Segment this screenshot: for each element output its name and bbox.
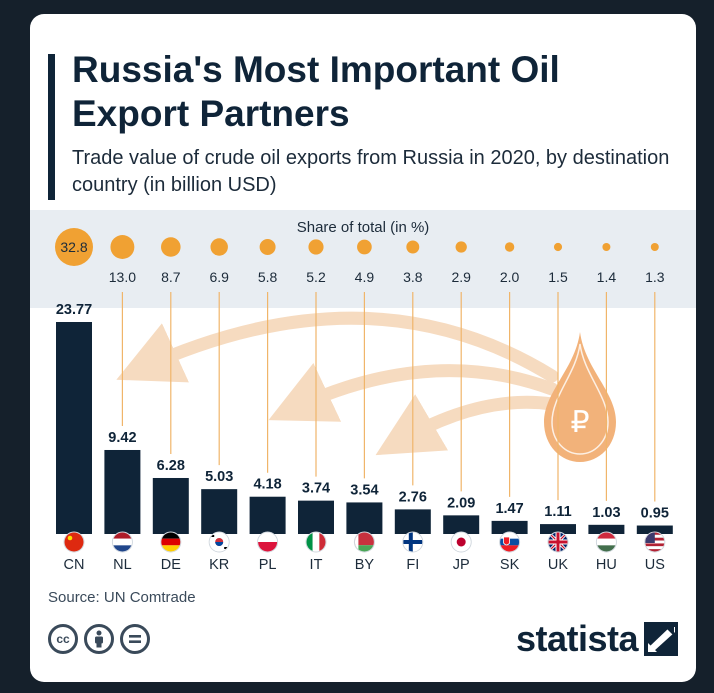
license-icons: cc	[48, 624, 150, 654]
logo-mark-icon	[644, 622, 678, 656]
flag-fi-icon	[402, 531, 424, 553]
value-label-hu: 1.03	[592, 505, 620, 521]
category-label-it: IT	[310, 557, 323, 573]
category-label-nl: NL	[113, 557, 132, 573]
flag-pl-icon	[257, 531, 279, 553]
share-label-by: 4.9	[355, 269, 375, 285]
share-label-hu: 1.4	[597, 269, 617, 285]
value-label-us: 0.95	[641, 506, 669, 522]
bar-nl	[104, 449, 141, 534]
category-label-hu: HU	[596, 557, 617, 573]
attribution-icon	[84, 624, 114, 654]
share-bubble-pl	[259, 239, 276, 255]
oil-drop-icon	[544, 332, 616, 462]
bar-jp	[443, 515, 480, 534]
flag-sk-icon	[499, 531, 521, 553]
bar-hu	[588, 524, 625, 534]
category-label-sk: SK	[500, 557, 520, 573]
source-note: Source: UN Comtrade	[48, 589, 196, 606]
bar-by	[346, 502, 383, 534]
category-label-pl: PL	[259, 557, 277, 573]
share-label-jp: 2.9	[451, 269, 471, 285]
share-label-de: 8.7	[161, 269, 181, 285]
share-label: Share of total (in %)	[296, 219, 430, 236]
category-label-by: BY	[355, 557, 375, 573]
share-bubble-jp	[455, 241, 467, 253]
category-label-us: US	[645, 557, 665, 573]
bar-kr	[201, 489, 238, 534]
flag-it-icon	[305, 531, 327, 553]
flag-by-icon	[353, 531, 375, 553]
flag-cn-icon	[63, 531, 85, 553]
share-bubble-hu	[602, 243, 611, 251]
category-label-uk: UK	[548, 557, 568, 573]
value-label-kr: 5.03	[205, 469, 233, 485]
category-label-kr: KR	[209, 557, 229, 573]
value-label-fi: 2.76	[399, 489, 427, 505]
bar-uk	[540, 524, 576, 534]
share-label-fi: 3.8	[403, 269, 423, 285]
bar-sk	[491, 520, 528, 534]
value-label-de: 6.28	[157, 458, 185, 474]
share-bubble-it	[308, 239, 324, 255]
statista-logo: statista	[516, 618, 678, 660]
share-label-us: 1.3	[645, 269, 665, 285]
flag-de-icon	[160, 531, 182, 553]
share-bubble-by	[357, 239, 372, 255]
flag-hu-icon	[595, 531, 617, 553]
value-label-pl: 4.18	[253, 477, 281, 493]
value-label-jp: 2.09	[447, 495, 475, 511]
share-bubble-fi	[406, 240, 420, 254]
chart-subtitle: Trade value of crude oil exports from Ru…	[72, 147, 670, 196]
share-band	[30, 210, 696, 308]
value-label-it: 3.74	[302, 481, 330, 497]
share-label-sk: 2.0	[500, 269, 520, 285]
bar-pl	[249, 496, 286, 534]
share-label-pl: 5.8	[258, 269, 278, 285]
no-derivatives-icon	[120, 624, 150, 654]
bar-chart: ₽32.8 23.77 CN 13.0 9.42 NL 8.7 6.28 DE 6.9 5.03 KR…	[55, 228, 673, 573]
share-label-nl: 13.0	[109, 269, 136, 285]
share-bubble-sk	[504, 242, 515, 252]
infographic-card: Russia's Most Important Oil Export Partn…	[30, 14, 696, 682]
value-label-nl: 9.42	[108, 430, 136, 446]
share-label-uk: 1.5	[548, 269, 568, 285]
bar-fi	[394, 509, 431, 534]
bar-us	[636, 525, 673, 534]
share-bubble-de	[161, 237, 181, 257]
category-label-cn: CN	[64, 557, 85, 573]
value-label-sk: 1.47	[495, 501, 523, 517]
category-label-de: DE	[161, 557, 181, 573]
category-label-fi: FI	[406, 557, 419, 573]
share-label-kr: 6.9	[209, 269, 229, 285]
ruble-sign-icon: ₽	[570, 406, 589, 439]
bar-cn	[56, 322, 92, 534]
oil-flow-decoration: ₽	[116, 311, 616, 462]
logo-text: statista	[515, 618, 639, 659]
value-label-cn: 23.77	[56, 302, 92, 318]
share-bubble-kr	[210, 238, 228, 256]
value-label-by: 3.54	[350, 482, 378, 498]
flag-nl-icon	[111, 531, 133, 553]
bar-de	[152, 477, 189, 534]
share-label-it: 5.2	[306, 269, 326, 285]
flag-jp-icon	[450, 531, 472, 553]
share-label-cn: 32.8	[60, 239, 87, 255]
flag-us-icon	[644, 531, 666, 553]
chart-title: Russia's Most Important Oil Export Partn…	[72, 49, 560, 134]
flag-kr-icon	[208, 531, 230, 553]
category-label-jp: JP	[453, 557, 470, 573]
title-accent-bar	[48, 54, 55, 200]
flag-uk-icon	[547, 531, 569, 553]
share-bubble-uk	[553, 242, 563, 252]
share-bubble-cn	[55, 228, 93, 266]
value-label-uk: 1.11	[544, 504, 571, 520]
flow-arrow-3	[375, 394, 559, 456]
bar-it	[298, 500, 334, 534]
share-bubble-nl	[110, 235, 135, 259]
cc-icon: cc	[48, 624, 78, 654]
flow-arrow-1	[116, 311, 559, 383]
flow-arrow-2	[268, 362, 559, 422]
share-bubble-us	[650, 243, 659, 251]
